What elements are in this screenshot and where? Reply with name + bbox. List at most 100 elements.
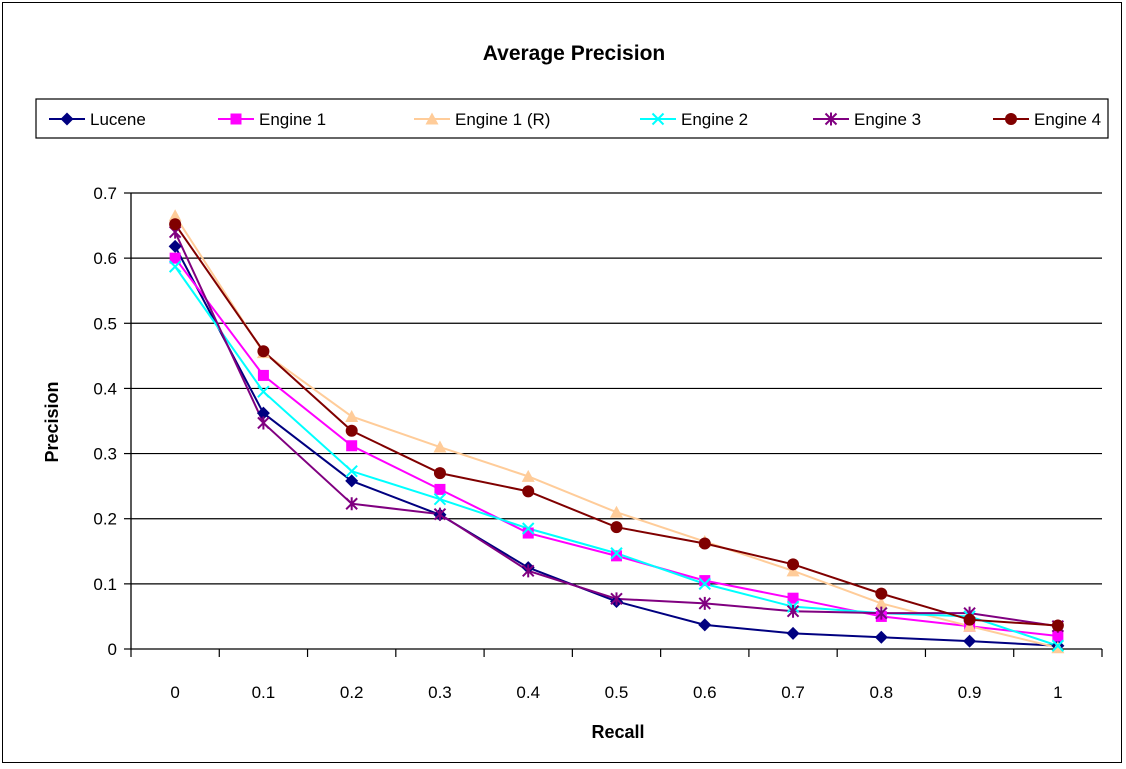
x-tick-label: 0.5 xyxy=(605,683,629,702)
axes xyxy=(130,193,1102,650)
data-point-engine-4 xyxy=(1051,619,1064,632)
chart-title: Average Precision xyxy=(483,42,665,65)
data-point-engine-3 xyxy=(786,604,800,618)
data-point-lucene xyxy=(345,474,359,488)
data-point-engine-1-r xyxy=(168,209,182,222)
x-axis-label: Recall xyxy=(591,722,644,742)
data-point-engine-1 xyxy=(257,369,269,381)
y-tick-label: 0.4 xyxy=(93,379,117,398)
data-point-lucene xyxy=(963,634,977,648)
series-lines xyxy=(174,215,1059,649)
series-points-engine-1-r xyxy=(168,209,1065,654)
legend-label: Engine 1 (R) xyxy=(455,110,550,129)
data-point-engine-2 xyxy=(433,492,447,506)
x-tick-label: 0.2 xyxy=(340,683,364,702)
data-point-engine-1-r xyxy=(610,505,623,518)
legend-label: Engine 4 xyxy=(1034,110,1101,129)
legend-item-engine-1-r: Engine 1 (R) xyxy=(414,110,550,129)
data-point-engine-3 xyxy=(698,596,711,610)
x-tick-label: 0.7 xyxy=(781,683,805,702)
data-point-engine-1-r xyxy=(345,409,359,422)
data-point-engine-4 xyxy=(963,613,976,626)
data-point-lucene xyxy=(786,626,800,640)
data-point-engine-1 xyxy=(1052,630,1064,642)
x-axis-ticks: 0 0.1 0.2 0.3 0.4 0.5 0.6 0.7 0.8 0.9 1 xyxy=(130,649,1103,702)
series-points-lucene xyxy=(168,239,1065,653)
data-point-engine-1-r xyxy=(874,596,888,609)
line-chart: Average Precision Lucene Engine 1 Engine 1… xyxy=(35,42,1109,742)
data-point-engine-1-r xyxy=(521,469,535,482)
x-tick-label: 1 xyxy=(1053,683,1062,702)
data-point-lucene xyxy=(874,630,888,644)
series-points-engine-4 xyxy=(169,218,1064,632)
data-point-engine-2 xyxy=(610,547,623,560)
y-axis-label: Precision xyxy=(42,381,62,462)
legend-marker-engine-3 xyxy=(824,112,838,126)
series-line-engine-4 xyxy=(174,223,1058,627)
data-point-engine-4 xyxy=(787,558,800,571)
data-point-engine-1 xyxy=(699,575,711,587)
data-point-engine-1 xyxy=(346,440,358,452)
data-point-engine-1 xyxy=(522,527,534,539)
data-point-engine-4 xyxy=(610,521,623,534)
y-tick-label: 0.6 xyxy=(93,249,117,268)
legend-marker-engine-2 xyxy=(651,112,665,126)
data-point-lucene xyxy=(256,406,270,420)
legend-marker-engine-1 xyxy=(230,113,242,125)
x-tick-label: 0.9 xyxy=(958,683,982,702)
data-point-lucene xyxy=(168,239,182,253)
legend-item-engine-2: Engine 2 xyxy=(640,110,748,129)
y-tick-label: 0.3 xyxy=(93,445,117,464)
legend-label: Lucene xyxy=(90,110,146,129)
data-point-engine-4 xyxy=(433,467,446,480)
data-point-engine-1-r xyxy=(786,564,800,577)
x-tick-label: 0 xyxy=(170,683,179,702)
data-point-engine-3 xyxy=(257,416,270,430)
data-point-engine-1 xyxy=(787,592,799,604)
legend-marker-lucene xyxy=(60,112,74,126)
data-point-engine-1 xyxy=(434,483,446,495)
legend-box xyxy=(35,98,1109,139)
data-point-engine-1 xyxy=(169,252,181,264)
legend-item-engine-4: Engine 4 xyxy=(993,110,1101,129)
series-markers xyxy=(168,209,1065,654)
legend-marker-engine-1-r xyxy=(425,112,439,125)
data-point-engine-4 xyxy=(698,537,711,550)
data-point-engine-3 xyxy=(875,606,888,620)
data-point-engine-1-r xyxy=(433,440,447,453)
plot-area: 0 0.1 0.2 0.3 0.4 0.5 0.6 0.7 0 0.1 0.2 0.3 0.4 0.5 0… xyxy=(93,184,1103,702)
series-line-engine-3 xyxy=(174,231,1059,628)
series-line-lucene xyxy=(174,245,1058,647)
data-point-engine-2 xyxy=(345,464,358,478)
data-point-engine-2 xyxy=(522,522,535,535)
y-axis-ticks: 0 0.1 0.2 0.3 0.4 0.5 0.6 0.7 xyxy=(93,184,131,659)
data-point-engine-2 xyxy=(257,385,270,398)
data-point-engine-2 xyxy=(698,577,711,591)
legend-label: Engine 2 xyxy=(681,110,748,129)
series-points-engine-1 xyxy=(169,252,1064,642)
legend-label: Engine 1 xyxy=(259,110,326,129)
y-tick-label: 0.1 xyxy=(93,575,117,594)
data-point-engine-2 xyxy=(1051,639,1065,652)
y-tick-label: 0.2 xyxy=(93,510,117,529)
legend: Lucene Engine 1 Engine 1 (R) Engine 2 Engine… xyxy=(35,98,1109,139)
data-point-engine-4 xyxy=(875,587,888,600)
legend-label: Engine 3 xyxy=(854,110,921,129)
data-point-engine-4 xyxy=(345,424,358,437)
x-tick-label: 0.8 xyxy=(869,683,893,702)
legend-items: Lucene Engine 1 Engine 1 (R) Engine 2 Engine… xyxy=(49,110,1101,129)
data-point-engine-2 xyxy=(168,260,182,273)
x-tick-label: 0.3 xyxy=(428,683,452,702)
legend-item-lucene: Lucene xyxy=(49,110,146,129)
data-point-engine-4 xyxy=(522,485,535,498)
y-tick-label: 0.7 xyxy=(93,184,117,203)
data-point-lucene xyxy=(698,618,712,632)
data-point-engine-1-r xyxy=(963,619,977,632)
data-point-engine-3 xyxy=(345,497,358,511)
x-tick-label: 0.4 xyxy=(516,683,540,702)
data-point-engine-3 xyxy=(610,592,623,606)
y-tick-label: 0 xyxy=(108,640,117,659)
y-tick-label: 0.5 xyxy=(93,314,117,333)
legend-item-engine-3: Engine 3 xyxy=(813,110,921,129)
